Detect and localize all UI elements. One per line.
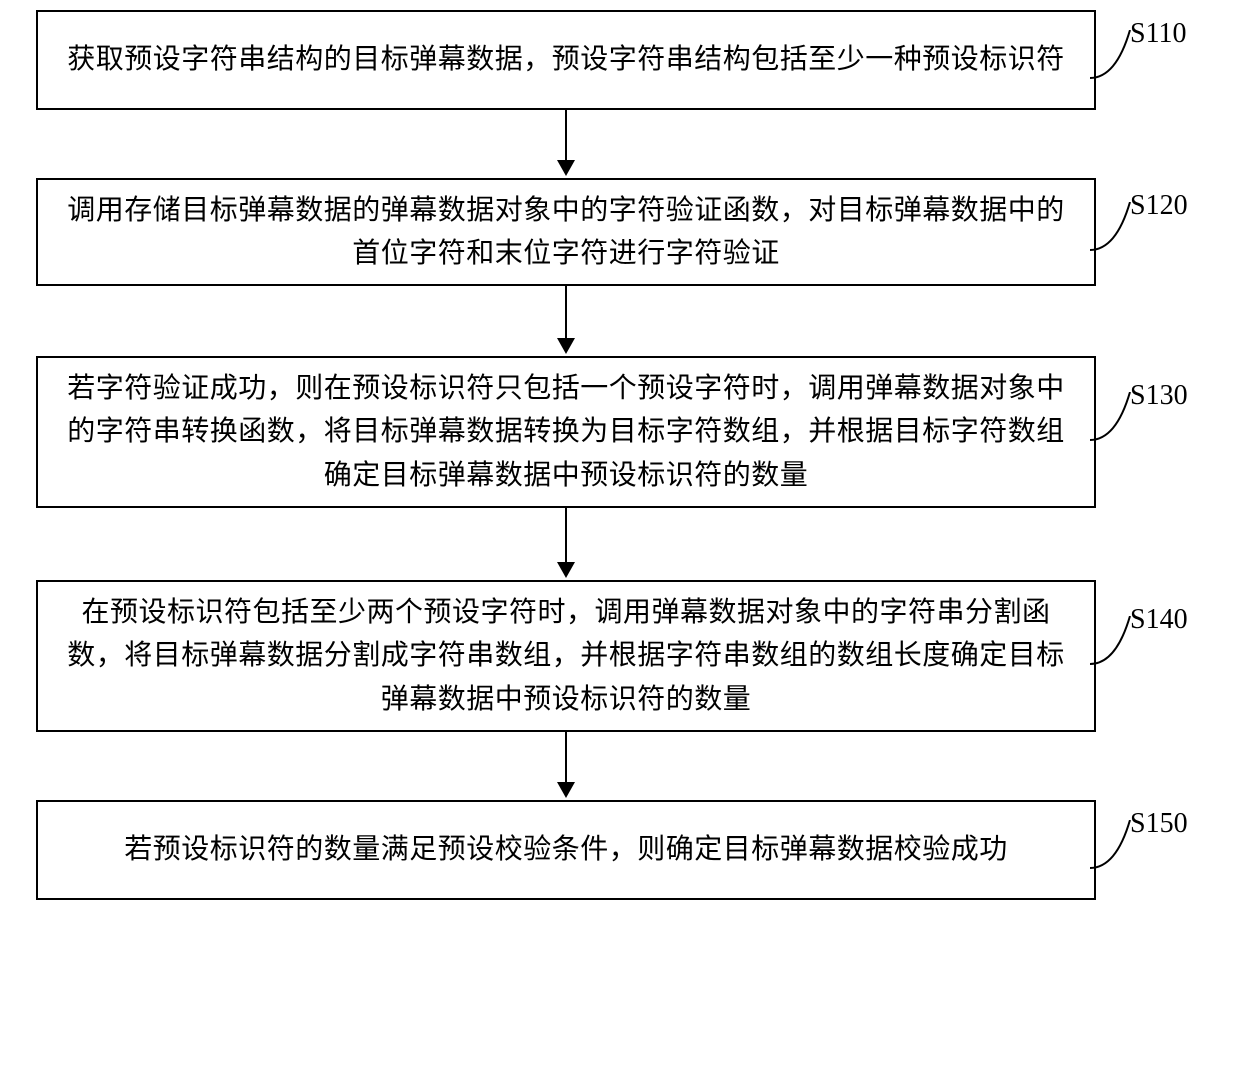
step-label-s110: S110 — [1130, 18, 1187, 50]
flowchart-step-s120: 调用存储目标弹幕数据的弹幕数据对象中的字符验证函数，对目标弹幕数据中的首位字符和… — [36, 178, 1096, 286]
flowchart-canvas: 获取预设字符串结构的目标弹幕数据，预设字符串结构包括至少一种预设标识符 S110… — [0, 0, 1240, 1073]
flow-arrow — [565, 508, 567, 562]
flow-arrow-head — [557, 562, 575, 578]
flow-arrow — [565, 110, 567, 160]
flowchart-step-s150: 若预设标识符的数量满足预设校验条件，则确定目标弹幕数据校验成功 — [36, 800, 1096, 900]
flowchart-step-s140: 在预设标识符包括至少两个预设字符时，调用弹幕数据对象中的字符串分割函数，将目标弹… — [36, 580, 1096, 732]
flowchart-step-s130: 若字符验证成功，则在预设标识符只包括一个预设字符时，调用弹幕数据对象中的字符串转… — [36, 356, 1096, 508]
flow-arrow-head — [557, 160, 575, 176]
flow-arrow — [565, 286, 567, 338]
step-text: 若字符验证成功，则在预设标识符只包括一个预设字符时，调用弹幕数据对象中的字符串转… — [58, 367, 1074, 497]
flow-arrow-head — [557, 782, 575, 798]
step-label-s150: S150 — [1130, 808, 1188, 840]
step-label-s130: S130 — [1130, 380, 1188, 412]
step-text: 获取预设字符串结构的目标弹幕数据，预设字符串结构包括至少一种预设标识符 — [67, 38, 1065, 81]
step-label-s120: S120 — [1130, 190, 1188, 222]
flowchart-step-s110: 获取预设字符串结构的目标弹幕数据，预设字符串结构包括至少一种预设标识符 — [36, 10, 1096, 110]
step-label-s140: S140 — [1130, 604, 1188, 636]
step-text: 若预设标识符的数量满足预设校验条件，则确定目标弹幕数据校验成功 — [124, 828, 1008, 871]
step-text: 在预设标识符包括至少两个预设字符时，调用弹幕数据对象中的字符串分割函数，将目标弹… — [58, 591, 1074, 721]
flow-arrow — [565, 732, 567, 782]
step-text: 调用存储目标弹幕数据的弹幕数据对象中的字符验证函数，对目标弹幕数据中的首位字符和… — [58, 189, 1074, 276]
flow-arrow-head — [557, 338, 575, 354]
